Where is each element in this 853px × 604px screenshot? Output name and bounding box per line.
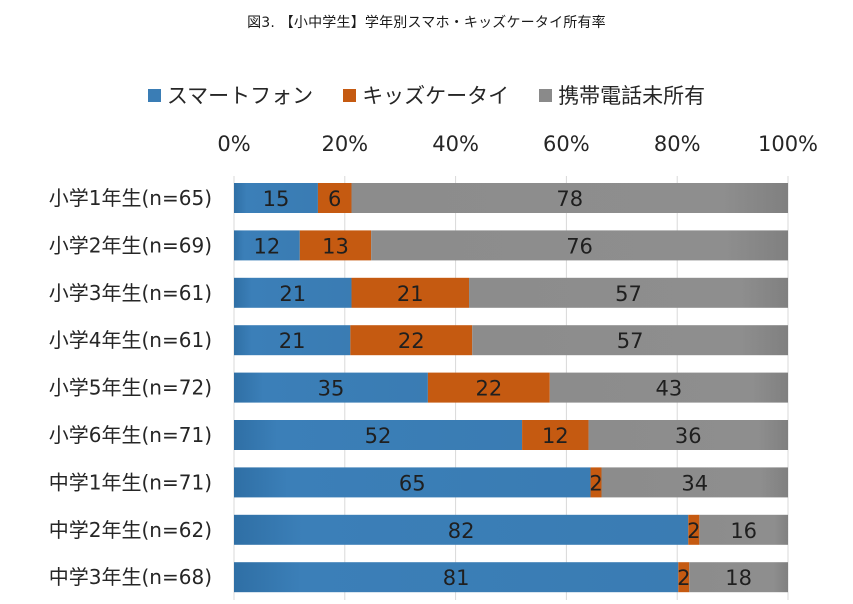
category-labels: 小学1年生(n=65) 小学2年生(n=69) 小学3年生(n=61) 小学4年生(n… [49, 186, 212, 589]
x-tick-label: 0% [217, 132, 250, 156]
bar-segment-kids-phone [299, 230, 372, 261]
data-label: 35 [318, 377, 345, 401]
bar-segment-kids-phone [427, 372, 550, 403]
bar-segment-no-phone [371, 230, 788, 261]
data-label: 21 [279, 329, 306, 353]
bar-segment-kids-phone [351, 277, 470, 308]
bar-segment-smartphone [234, 514, 689, 545]
data-label: 76 [566, 234, 593, 258]
data-label: 15 [263, 187, 290, 211]
legend-item-smartphone: スマートフォン [147, 80, 314, 110]
bar-segment-smartphone [234, 420, 523, 450]
category-label: 小学3年生(n=61) [49, 281, 212, 305]
data-label: 13 [322, 234, 349, 258]
data-label: 34 [681, 471, 708, 495]
legend-swatch-no-phone [539, 88, 553, 102]
data-label: 81 [443, 566, 470, 590]
category-label: 中学1年生(n=71) [49, 470, 212, 494]
category-label: 中学2年生(n=62) [49, 518, 212, 542]
data-label: 57 [615, 282, 642, 306]
data-label: 2 [589, 471, 602, 495]
data-label: 36 [675, 424, 702, 448]
chart-title: 図3. 【小中学生】学年別スマホ・キッズケータイ所有率 [247, 15, 606, 31]
x-tick-label: 60% [543, 132, 590, 156]
data-label: 57 [617, 329, 644, 353]
category-label: 小学1年生(n=65) [49, 186, 212, 210]
category-label: 小学5年生(n=72) [49, 376, 212, 400]
bar-segment-no-phone [689, 562, 788, 593]
legend-label-kids-phone: キッズケータイ [362, 84, 510, 108]
bar-segment-smartphone [234, 467, 591, 498]
bar-segment-smartphone [234, 230, 300, 261]
legend-swatch-smartphone [147, 88, 161, 102]
data-label: 82 [448, 519, 475, 543]
legend: スマートフォン キッズケータイ 携帯電話未所有 [0, 80, 853, 110]
data-label: 21 [397, 282, 424, 306]
data-label: 65 [399, 471, 426, 495]
bar-segment-kids-phone [350, 325, 473, 356]
bar-segment-no-phone [351, 183, 788, 213]
category-label: 小学6年生(n=71) [49, 423, 212, 447]
legend-item-kids-phone: キッズケータイ [343, 80, 509, 110]
x-tick-label: 40% [432, 132, 479, 156]
bar-segment-no-phone [699, 514, 788, 545]
bar-segment-no-phone [549, 372, 788, 403]
bar-segment-smartphone [234, 325, 351, 356]
bar-segment-kids-phone [678, 562, 690, 593]
bar-segment-no-phone [472, 325, 788, 356]
data-label: 52 [365, 424, 392, 448]
bar-segment-kids-phone [688, 514, 700, 545]
data-label: 18 [725, 566, 752, 590]
data-label: 78 [556, 187, 583, 211]
x-tick-label: 100% [758, 132, 818, 156]
data-label: 22 [398, 329, 425, 353]
legend-swatch-kids-phone [343, 88, 357, 102]
bar-segment-smartphone [234, 372, 428, 403]
bar-segment-no-phone [601, 467, 788, 498]
data-label: 16 [730, 519, 757, 543]
data-label: 6 [328, 187, 341, 211]
bar-segment-smartphone [234, 183, 318, 213]
data-label: 12 [542, 424, 569, 448]
category-label: 小学4年生(n=61) [49, 328, 212, 352]
data-label: 43 [656, 377, 683, 401]
bar-segment-smartphone [234, 562, 679, 593]
bar-segment-kids-phone [317, 183, 352, 213]
bars [234, 183, 788, 593]
data-label: 21 [279, 282, 306, 306]
x-tick-label: 20% [321, 132, 368, 156]
data-label: 2 [687, 519, 700, 543]
bar-segment-kids-phone [522, 420, 589, 450]
x-tick-label: 80% [654, 132, 701, 156]
data-label: 22 [475, 377, 502, 401]
category-label: 中学3年生(n=68) [49, 565, 212, 589]
legend-label-no-phone: 携帯電話未所有 [558, 84, 706, 108]
x-axis-ticks: 0% 20% 40% 60% 80% 100% [217, 132, 818, 156]
data-label: 12 [254, 234, 281, 258]
bar-segment-no-phone [469, 277, 788, 308]
bar-segment-kids-phone [590, 467, 602, 498]
bar-segment-smartphone [234, 277, 352, 308]
data-label: 2 [677, 566, 690, 590]
legend-item-no-phone: 携帯電話未所有 [539, 80, 705, 110]
legend-label-smartphone: スマートフォン [166, 84, 314, 108]
category-label: 小学2年生(n=69) [49, 233, 212, 257]
bar-segment-no-phone [588, 420, 788, 450]
